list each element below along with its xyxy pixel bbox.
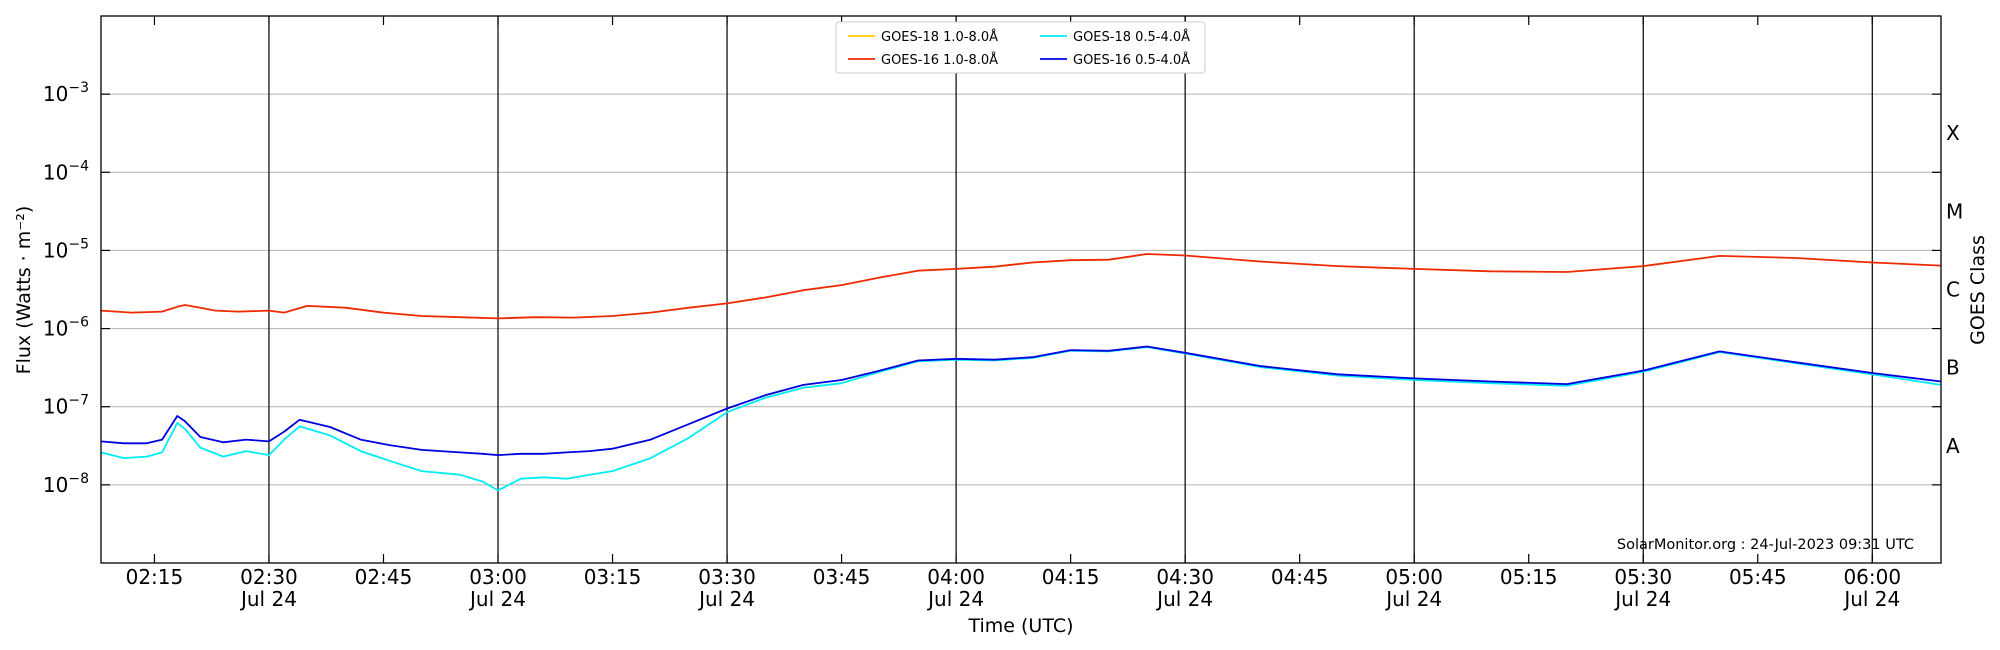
y-tick-label: 10−3 [43, 80, 89, 106]
goes-class-label: C [1946, 278, 1960, 302]
goes-class-axis: A B C M X [1946, 121, 1963, 458]
x-tick-label: 03:45 [813, 565, 871, 589]
legend-label: GOES-18 0.5-4.0Å [1073, 29, 1190, 45]
goes-class-label: A [1946, 434, 1960, 458]
y-tick-label: 10−5 [43, 236, 89, 262]
grid-layer [101, 93, 1941, 486]
y-tick-exponent: −4 [68, 158, 89, 174]
x-tick-label: 03:30 [698, 565, 756, 589]
source-annotation: SolarMonitor.org : 24-Jul-2023 09:31 UTC [1617, 537, 1914, 553]
y-tick-exponent: −8 [68, 471, 89, 487]
x-axis-label: Time (UTC) [967, 615, 1073, 637]
x-tick-label: 04:30 [1156, 565, 1214, 589]
plot-frame [100, 15, 1942, 564]
y-tick-label: 10−4 [43, 158, 89, 184]
series-line-1 [100, 253, 1942, 320]
x-tick-label: 02:15 [126, 565, 184, 589]
legend-label: GOES-18 1.0-8.0Å [881, 29, 998, 45]
y-tick-exponent: −5 [68, 236, 89, 252]
y-tick-exponent: −3 [68, 80, 89, 96]
x-tick-label: 05:30 [1614, 565, 1672, 589]
x-tick-date: Jul 24 [1613, 587, 1671, 611]
y-tick-label: 10−7 [43, 393, 89, 419]
goes-class-label: B [1946, 356, 1960, 380]
x-tick-date: Jul 24 [1155, 587, 1213, 611]
x-tick-date: Jul 24 [926, 587, 984, 611]
x-tick-label: 05:15 [1500, 565, 1558, 589]
plot-background [101, 16, 1941, 563]
y-tick-base: 10 [43, 82, 68, 106]
y-tick-base: 10 [43, 238, 68, 262]
goes-class-label: X [1946, 121, 1960, 145]
x-tick-label: 04:45 [1271, 565, 1329, 589]
x-tick-date: Jul 24 [468, 587, 526, 611]
x-tick-label: 05:00 [1385, 565, 1443, 589]
x-tick-label: 06:00 [1843, 565, 1901, 589]
x-tick-label: 04:15 [1042, 565, 1100, 589]
legend-label: GOES-16 1.0-8.0Å [881, 52, 998, 68]
x-tick-date: Jul 24 [239, 587, 297, 611]
legend: GOES-18 1.0-8.0Å GOES-16 1.0-8.0Å GOES-18 … [835, 21, 1206, 74]
y-tick-base: 10 [43, 317, 68, 341]
x-tick-label: 03:15 [584, 565, 642, 589]
y-tick-exponent: −7 [68, 393, 89, 409]
x-tick-date: Jul 24 [1842, 587, 1900, 611]
goes-class-label: M [1946, 199, 1963, 223]
x-tick-label: 02:45 [355, 565, 413, 589]
y-tick-base: 10 [43, 395, 68, 419]
y-tick-base: 10 [43, 473, 68, 497]
right-axis-label: GOES Class [1967, 235, 1989, 345]
series-layer [100, 253, 1942, 492]
legend-label: GOES-16 0.5-4.0Å [1073, 52, 1190, 68]
x-tick-date: Jul 24 [697, 587, 755, 611]
series-line-3 [100, 345, 1942, 457]
legend-box [835, 21, 1206, 74]
x-tick-label: 03:00 [469, 565, 527, 589]
y-tick-label: 10−8 [43, 471, 89, 497]
x-tick-label: 04:00 [927, 565, 985, 589]
y-tick-exponent: −6 [68, 315, 89, 331]
y-tick-label: 10−6 [43, 315, 89, 341]
x-tick-date: Jul 24 [1384, 587, 1442, 611]
y-tick-base: 10 [43, 160, 68, 184]
y-axis: 10−810−710−610−510−410−3 [43, 80, 1941, 497]
vertical-day-lines [268, 16, 1873, 563]
x-tick-label: 02:30 [240, 565, 298, 589]
series-line-2 [100, 346, 1942, 492]
x-tick-label: 05:45 [1729, 565, 1787, 589]
y-axis-label: Flux (Watts · m⁻²) [13, 206, 35, 375]
